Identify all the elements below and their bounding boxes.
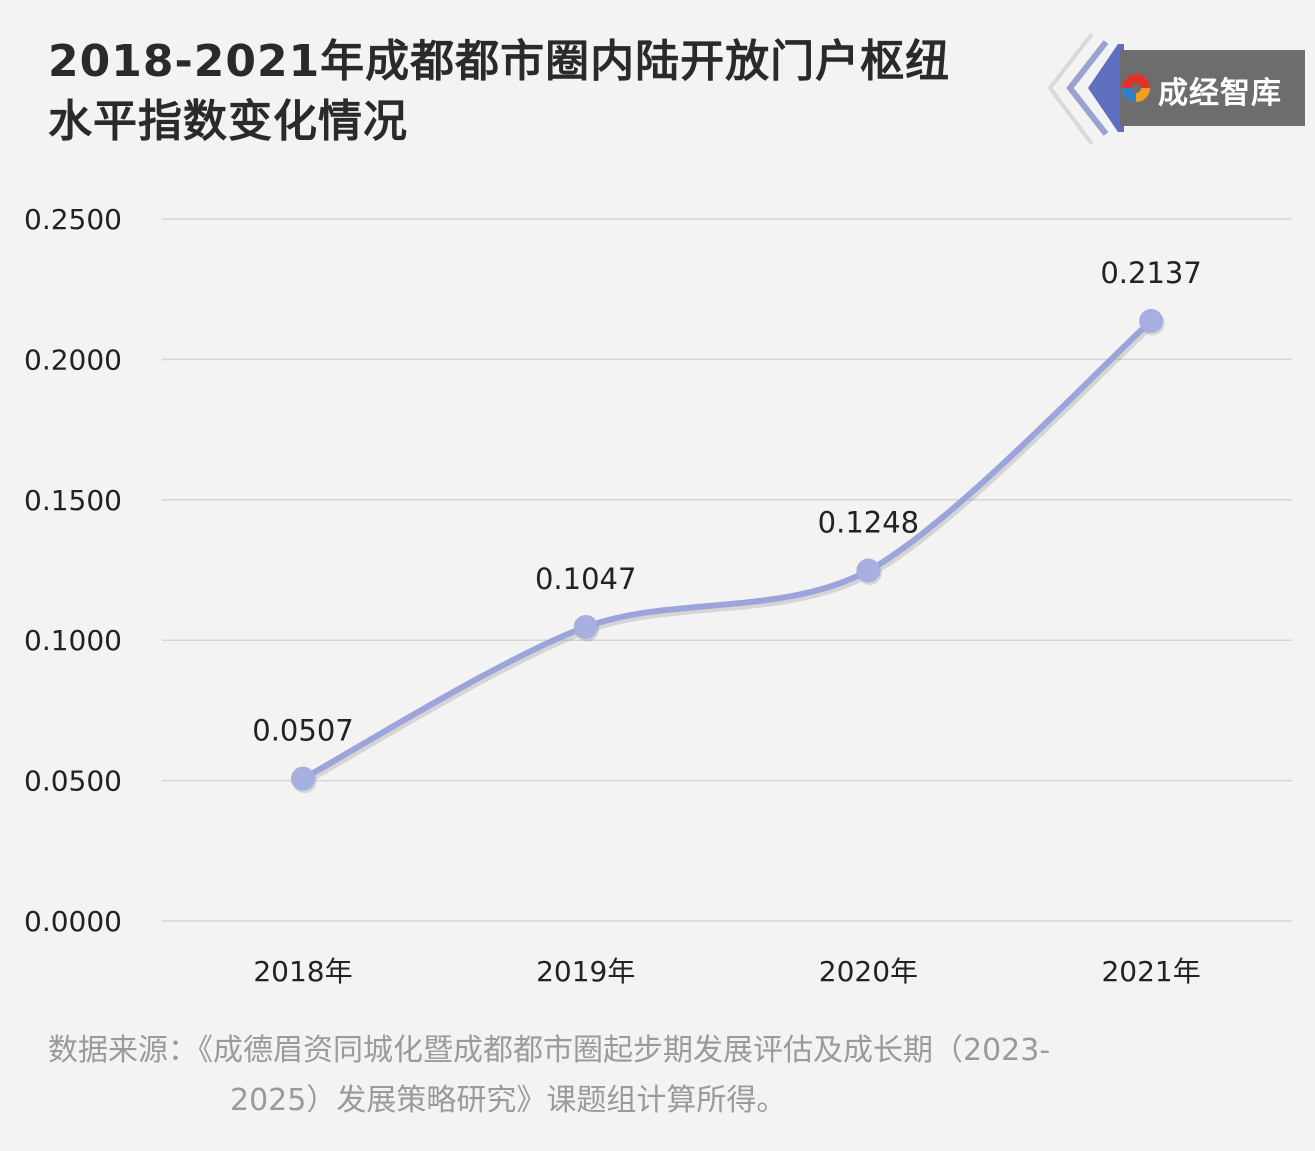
data-point [291,766,315,791]
data-label: 0.0507 [252,714,353,748]
x-tick-label: 2021年 [1101,955,1200,988]
y-tick-label: 0.0000 [24,905,122,938]
series-line-shadow [303,321,1156,785]
data-point [856,558,881,583]
y-tick-label: 0.1000 [24,624,122,657]
chengjing-swirl-icon [1122,74,1150,102]
y-tick-label: 0.2000 [24,343,122,376]
x-tick-label: 2018年 [253,955,352,988]
y-axis-ticks: 0.0000 0.0500 0.1000 0.1500 0.2000 0.2500 [24,203,122,938]
data-label: 0.1047 [535,562,636,596]
data-labels: 0.0507 0.1047 0.1248 0.2137 [252,256,1202,748]
y-tick-label: 0.2500 [24,203,122,236]
logo-text: 成经智库 [1158,76,1282,111]
data-point [573,615,598,640]
source-line1: 数据来源：《成德眉资同城化暨成都都市圈起步期发展评估及成长期（2023- [48,1033,1051,1068]
source-line2: 2025）发展策略研究》课题组计算所得。 [230,1083,787,1118]
chart-title-line1: 2018-2021年成都都市圈内陆开放门户枢纽 [48,36,951,87]
line-chart: 0.0000 0.0500 0.1000 0.1500 0.2000 0.2500 201… [24,203,1292,988]
data-points [291,308,1165,794]
data-label: 0.2137 [1100,256,1201,290]
logo-badge [1047,32,1305,146]
data-point [1139,308,1164,333]
series-line-path [300,317,1155,782]
series-line [300,317,1156,785]
y-tick-label: 0.1500 [24,484,122,517]
x-axis-ticks: 2018年 2019年 2020年 2021年 [253,955,1200,988]
x-tick-label: 2019年 [536,955,635,988]
y-tick-label: 0.0500 [24,765,122,798]
chart-title-line2: 水平指数变化情况 [48,96,408,147]
grid-lines [162,218,1292,922]
chart-title: 2018-2021年成都都市圈内陆开放门户枢纽 水平指数变化情况 [48,32,1008,152]
data-source-note: 数据来源：《成德眉资同城化暨成都都市圈起步期发展评估及成长期（2023- 202… [48,1026,1248,1126]
x-tick-label: 2020年 [819,955,918,988]
data-label: 0.1248 [818,506,919,540]
